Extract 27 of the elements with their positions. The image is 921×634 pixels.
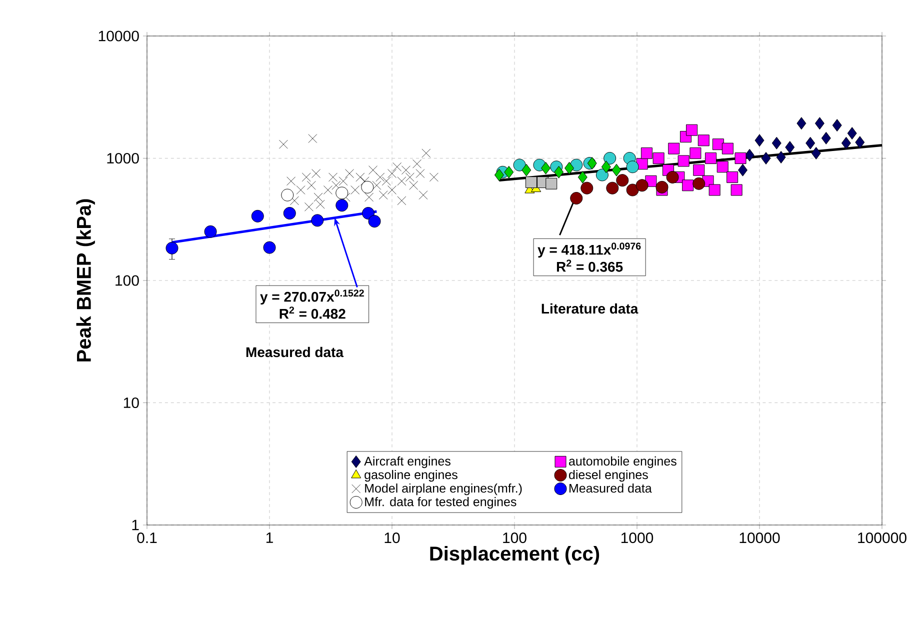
x-tick-label: 10 [384, 532, 400, 544]
legend-label: diesel engines [569, 470, 648, 482]
annotation: Literature data [542, 303, 638, 314]
legend-label: Measured data [570, 483, 652, 493]
legend-label: automobile engines [569, 456, 676, 468]
legend-label: Mfr. data for tested engines [365, 497, 516, 509]
y-tick-label: 100 [116, 275, 139, 286]
x-tick-label: 100000 [858, 532, 906, 544]
annotation: y = 270.07x$^{0.1522}$ [260, 290, 364, 305]
y-tick-label: 10 [124, 397, 139, 408]
x-axis-title: Displacement (cc) [430, 546, 600, 565]
y-tick-label: 1 [132, 520, 139, 530]
x-tick-label: 10000 [740, 532, 780, 544]
x-tick-label: 1000 [621, 532, 654, 544]
annotation: y = 418.11x$^{0.0976}$ [538, 242, 641, 258]
y-tick-label: 10000 [98, 30, 139, 42]
y-tick-label: 1000 [107, 152, 139, 164]
legend-label: gasoline engines [364, 470, 458, 482]
annotation: R$^{2}$ = 0.482 [280, 306, 346, 319]
x-tick-label: 1 [266, 532, 273, 543]
annotation: Measured data [246, 346, 344, 358]
legend-label: Aircraft engines [364, 456, 450, 468]
x-tick-label: 100 [503, 532, 526, 544]
annotation: R$^{2}$ = 0.365 [556, 260, 623, 272]
legend-label: Model airplane engines(mfr.) [365, 483, 522, 496]
y-axis-title: Peak BMEP (kPa) [76, 199, 95, 362]
x-tick-label: 0.1 [137, 532, 157, 544]
